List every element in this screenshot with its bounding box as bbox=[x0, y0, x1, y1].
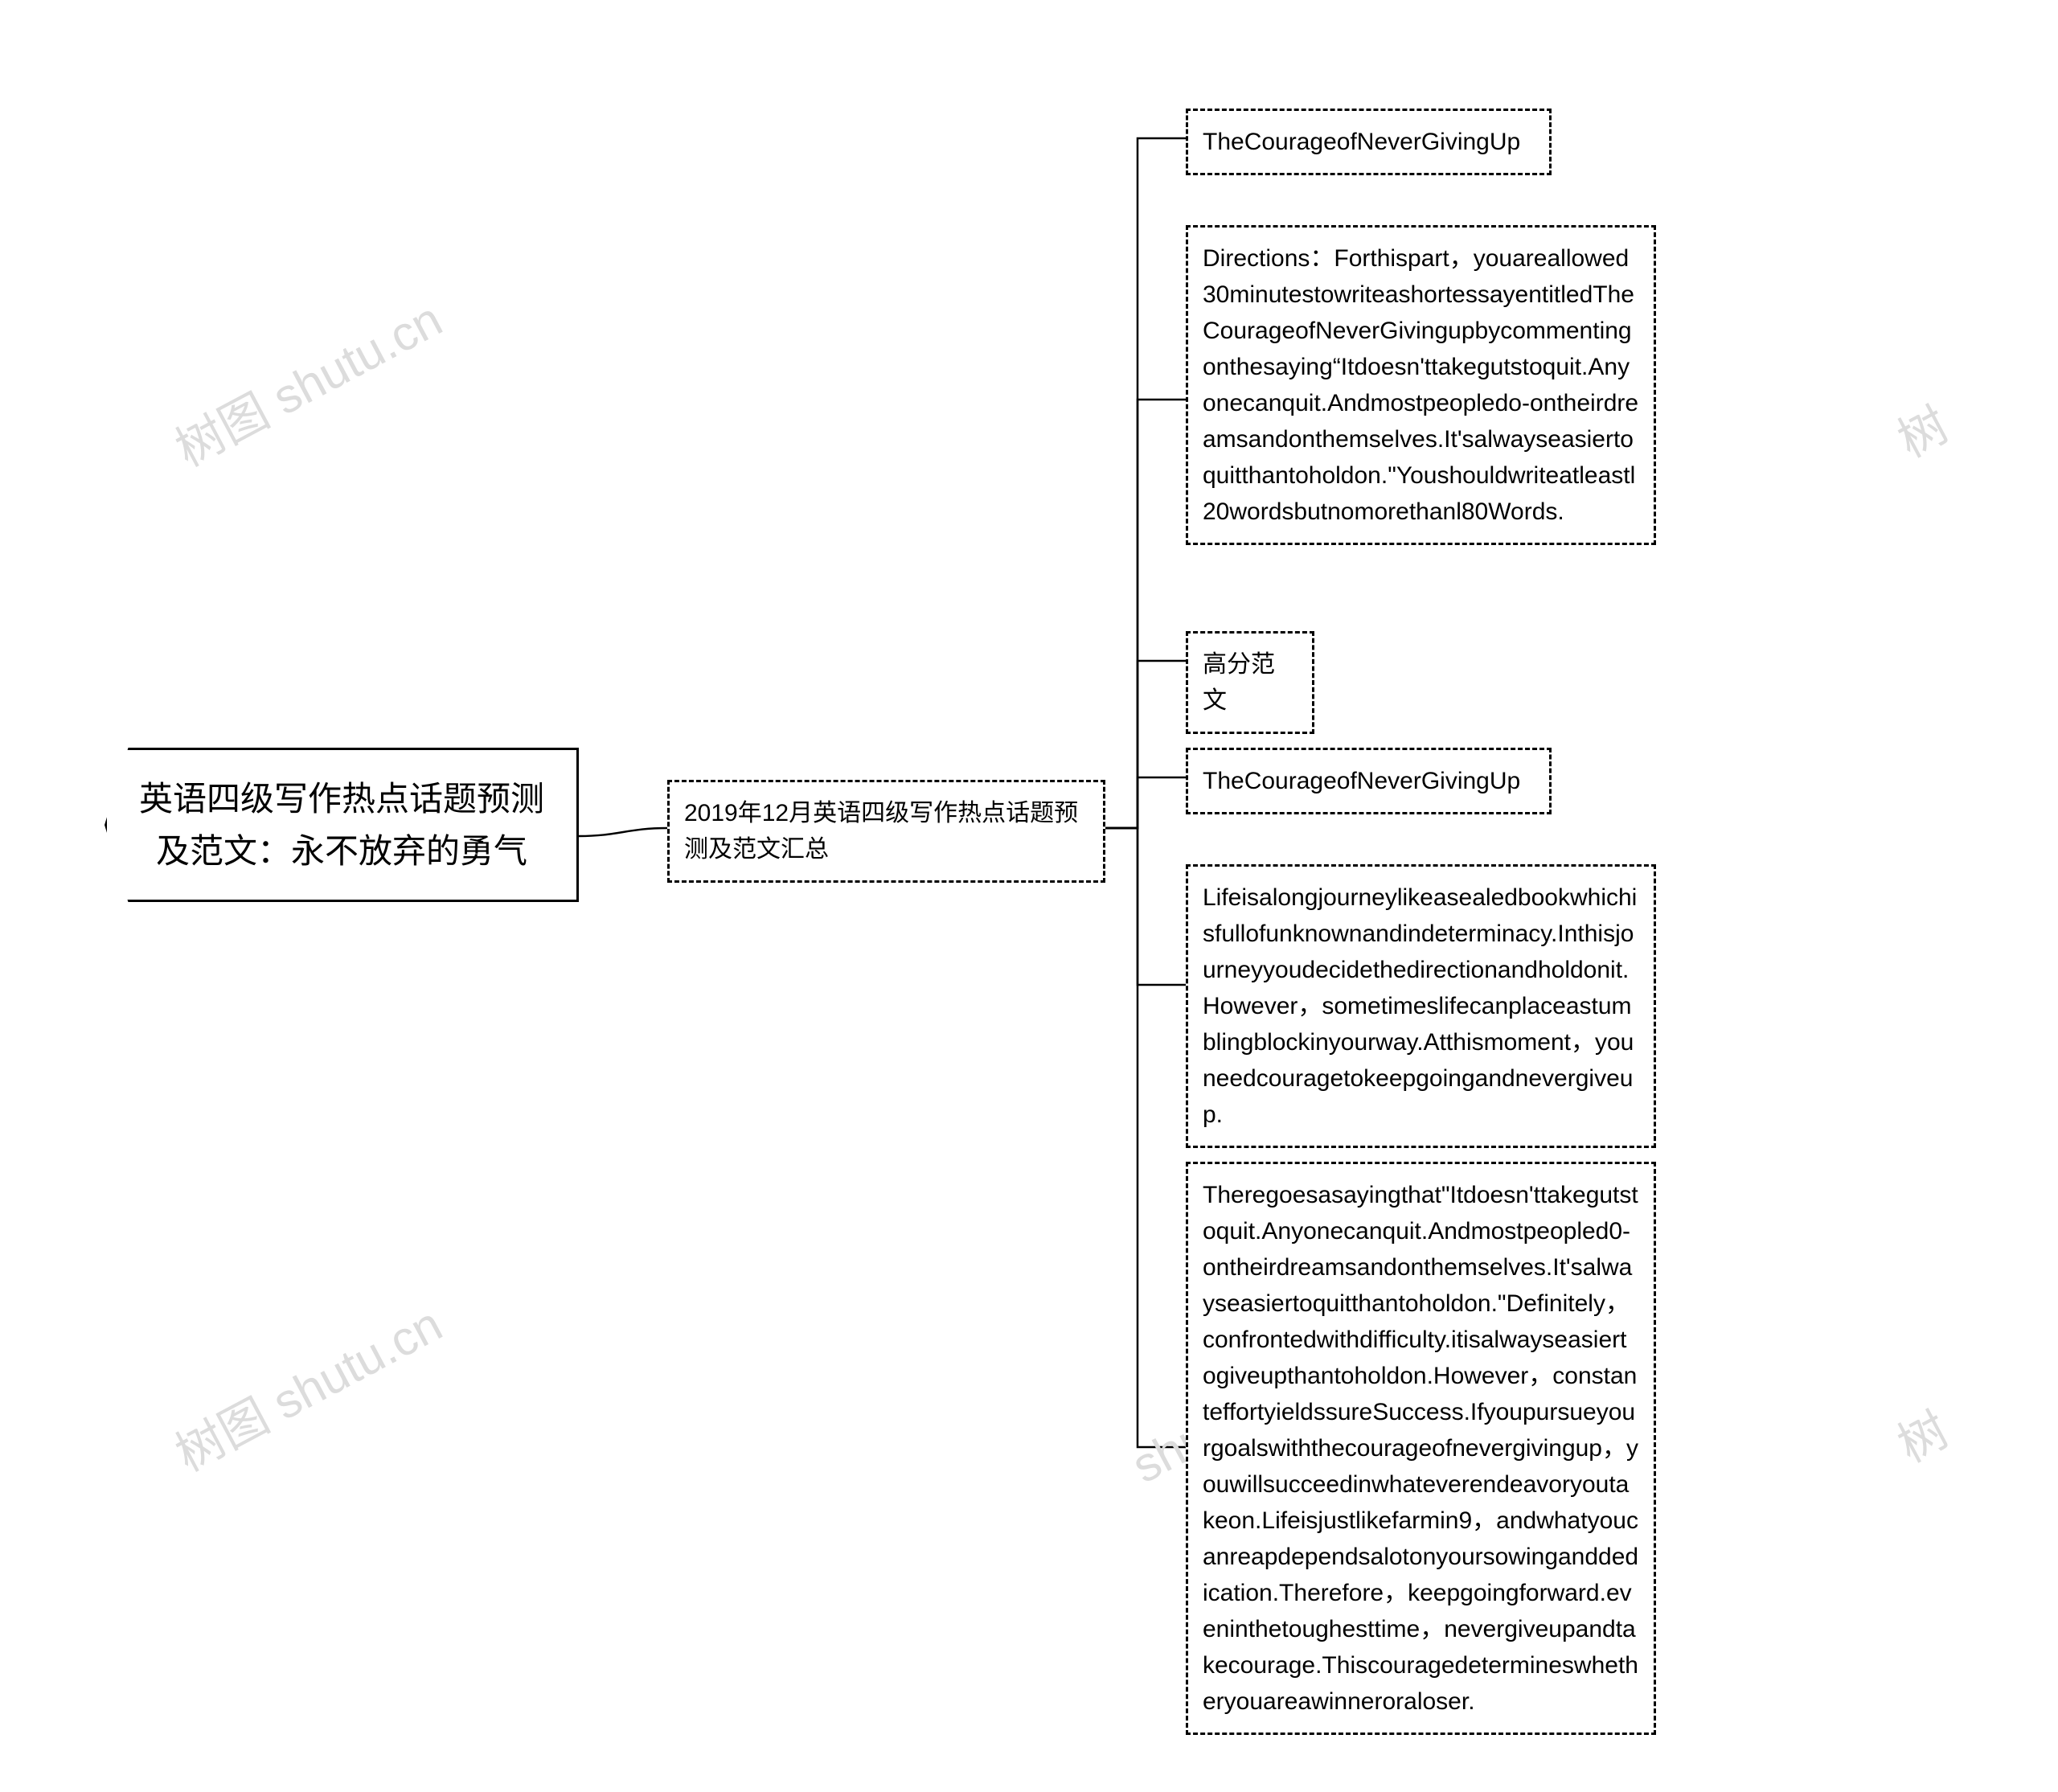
watermark: 树 bbox=[1884, 387, 1959, 471]
leaf-node-6[interactable]: Theregoesasayingthat"Itdoesn'ttakegutsto… bbox=[1186, 1162, 1656, 1735]
watermark: 树图 shutu.cn bbox=[162, 281, 453, 480]
watermark: 树 bbox=[1884, 1392, 1959, 1476]
root-label: 英语四级写作热点话题预测及范文：永不放弃的勇气 bbox=[129, 773, 554, 877]
root-node[interactable]: 英语四级写作热点话题预测及范文：永不放弃的勇气 bbox=[105, 748, 579, 902]
level1-node[interactable]: 2019年12月英语四级写作热点话题预测及范文汇总 bbox=[667, 780, 1105, 883]
mindmap-canvas: 树图 shutu.cn 树图 shutu.cn shutu.cn 树 树 英语四… bbox=[0, 0, 2058, 1792]
leaf-node-4[interactable]: TheCourageofNeverGivingUp bbox=[1186, 748, 1552, 814]
watermark: 树图 shutu.cn bbox=[162, 1286, 453, 1485]
leaf-node-3[interactable]: 高分范文 bbox=[1186, 631, 1314, 734]
leaf-node-1[interactable]: TheCourageofNeverGivingUp bbox=[1186, 109, 1552, 175]
leaf-node-2[interactable]: Directions：Forthispart，youareallowed30mi… bbox=[1186, 225, 1656, 545]
leaf-node-5[interactable]: Lifeisalongjourneylikeasealedbookwhichis… bbox=[1186, 864, 1656, 1148]
